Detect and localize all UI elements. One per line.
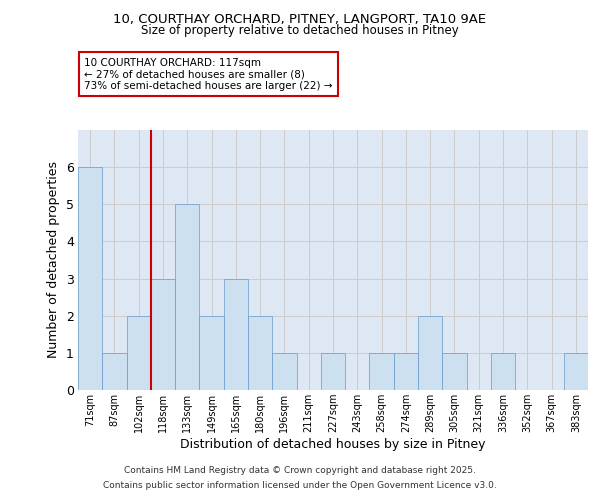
Bar	[175, 204, 199, 390]
Bar	[394, 353, 418, 390]
Bar	[564, 353, 588, 390]
Bar	[199, 316, 224, 390]
Bar	[151, 278, 175, 390]
Y-axis label: Number of detached properties: Number of detached properties	[47, 162, 60, 358]
Bar	[272, 353, 296, 390]
Bar	[418, 316, 442, 390]
Bar	[248, 316, 272, 390]
X-axis label: Distribution of detached houses by size in Pitney: Distribution of detached houses by size …	[180, 438, 486, 451]
Text: 10, COURTHAY ORCHARD, PITNEY, LANGPORT, TA10 9AE: 10, COURTHAY ORCHARD, PITNEY, LANGPORT, …	[113, 12, 487, 26]
Bar	[442, 353, 467, 390]
Bar	[224, 278, 248, 390]
Bar	[78, 167, 102, 390]
Text: Contains HM Land Registry data © Crown copyright and database right 2025.: Contains HM Land Registry data © Crown c…	[124, 466, 476, 475]
Bar	[127, 316, 151, 390]
Bar	[491, 353, 515, 390]
Bar	[102, 353, 127, 390]
Text: 10 COURTHAY ORCHARD: 117sqm
← 27% of detached houses are smaller (8)
73% of semi: 10 COURTHAY ORCHARD: 117sqm ← 27% of det…	[84, 58, 332, 90]
Text: Contains public sector information licensed under the Open Government Licence v3: Contains public sector information licen…	[103, 481, 497, 490]
Bar	[321, 353, 345, 390]
Text: Size of property relative to detached houses in Pitney: Size of property relative to detached ho…	[141, 24, 459, 37]
Bar	[370, 353, 394, 390]
